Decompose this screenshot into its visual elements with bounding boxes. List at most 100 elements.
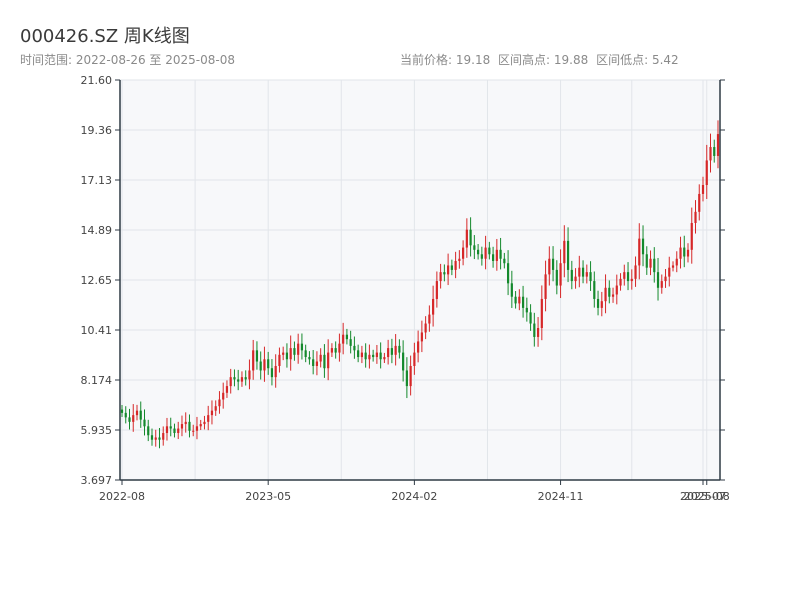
candle-body xyxy=(252,350,255,371)
candle-body xyxy=(454,260,457,270)
candle-body xyxy=(338,343,341,353)
range-low-label: 区间低点: 5.42 xyxy=(596,53,679,67)
candle-body xyxy=(518,296,521,304)
candle-body xyxy=(649,258,652,268)
candle-body xyxy=(480,254,483,259)
candle-body xyxy=(424,323,427,333)
candle-body xyxy=(679,247,682,259)
candle-body xyxy=(154,437,157,440)
candle-body xyxy=(664,276,667,282)
candle-body xyxy=(521,296,525,308)
candle-body xyxy=(139,410,142,420)
candle-body xyxy=(357,350,360,358)
candle-body xyxy=(323,354,326,369)
candle-body xyxy=(349,339,352,346)
candle-body xyxy=(330,348,334,353)
candle-body xyxy=(477,249,480,255)
candle-body xyxy=(372,354,375,358)
candle-body xyxy=(514,296,517,304)
candle-body xyxy=(297,343,300,355)
candle-body xyxy=(435,281,438,299)
candle-body xyxy=(255,350,259,362)
candle-body xyxy=(465,229,468,248)
candle-body xyxy=(210,410,214,416)
candle-body xyxy=(604,287,607,302)
candle-body xyxy=(630,278,633,282)
candle-body xyxy=(506,263,510,284)
candle-body xyxy=(222,392,225,400)
candle-body xyxy=(274,365,277,378)
candle-body xyxy=(375,352,378,358)
candle-body xyxy=(203,421,206,425)
y-tick-label: 5.935 xyxy=(81,424,113,437)
candle-body xyxy=(668,267,671,277)
candle-body xyxy=(671,265,675,268)
candle-body xyxy=(293,348,296,355)
candle-body xyxy=(641,238,645,255)
candle-body xyxy=(398,345,401,353)
candle-body xyxy=(510,283,513,297)
x-tick-label: 2023-05 xyxy=(245,490,291,503)
candle-body xyxy=(184,421,187,425)
candle-body xyxy=(653,258,656,273)
candle-body xyxy=(578,267,581,277)
candle-body xyxy=(713,147,716,156)
candle-body xyxy=(690,222,693,250)
candle-body xyxy=(342,334,345,344)
candle-body xyxy=(143,419,146,427)
candle-body xyxy=(207,415,210,422)
candle-body xyxy=(551,258,555,270)
candle-body xyxy=(304,350,307,358)
candle-body xyxy=(694,211,697,223)
candle-body xyxy=(555,269,558,286)
x-tick-label: 2024-02 xyxy=(391,490,437,503)
candle-body xyxy=(589,272,592,282)
candle-body xyxy=(488,247,491,255)
candle-body xyxy=(570,269,573,282)
candle-body xyxy=(611,294,615,297)
candle-body xyxy=(536,328,540,337)
candle-body xyxy=(248,370,251,380)
candle-body xyxy=(135,410,139,416)
candle-body xyxy=(417,341,420,353)
candle-body xyxy=(428,314,431,324)
candle-body xyxy=(533,323,536,337)
price-stats: 当前价格: 19.18 区间高点: 19.88 区间低点: 5.42 xyxy=(400,51,683,68)
candle-body xyxy=(581,267,585,277)
candle-body xyxy=(447,265,450,275)
candle-body xyxy=(120,409,124,413)
candle-body xyxy=(443,272,446,275)
candle-body xyxy=(345,334,349,340)
candle-body xyxy=(656,272,660,288)
y-tick-label: 17.13 xyxy=(81,174,113,187)
candle-body xyxy=(458,258,461,261)
candle-body xyxy=(237,379,240,382)
y-tick-label: 12.65 xyxy=(81,274,113,287)
candle-body xyxy=(683,247,686,257)
candle-body xyxy=(180,424,184,429)
candle-body xyxy=(379,352,382,360)
candle-body xyxy=(484,247,487,259)
candle-body xyxy=(439,272,442,282)
y-tick-label: 14.89 xyxy=(81,224,113,237)
candle-body xyxy=(548,258,551,275)
candle-body xyxy=(705,160,708,186)
candle-body xyxy=(368,354,371,360)
y-tick-label: 19.36 xyxy=(81,124,113,137)
candle-body xyxy=(402,352,405,371)
candle-body xyxy=(619,278,622,286)
candle-body xyxy=(327,352,330,369)
current-price-label: 当前价格: 19.18 xyxy=(400,53,491,67)
candle-body xyxy=(165,426,169,434)
x-tick-label: 2022-08 xyxy=(99,490,145,503)
candle-body xyxy=(469,229,472,246)
candle-body xyxy=(315,361,319,366)
candle-body xyxy=(600,301,603,308)
candle-body xyxy=(462,247,465,259)
candle-body xyxy=(177,428,180,434)
candle-body xyxy=(432,298,435,315)
candle-body xyxy=(244,377,247,380)
candle-body xyxy=(499,249,502,259)
candle-body xyxy=(150,435,154,440)
